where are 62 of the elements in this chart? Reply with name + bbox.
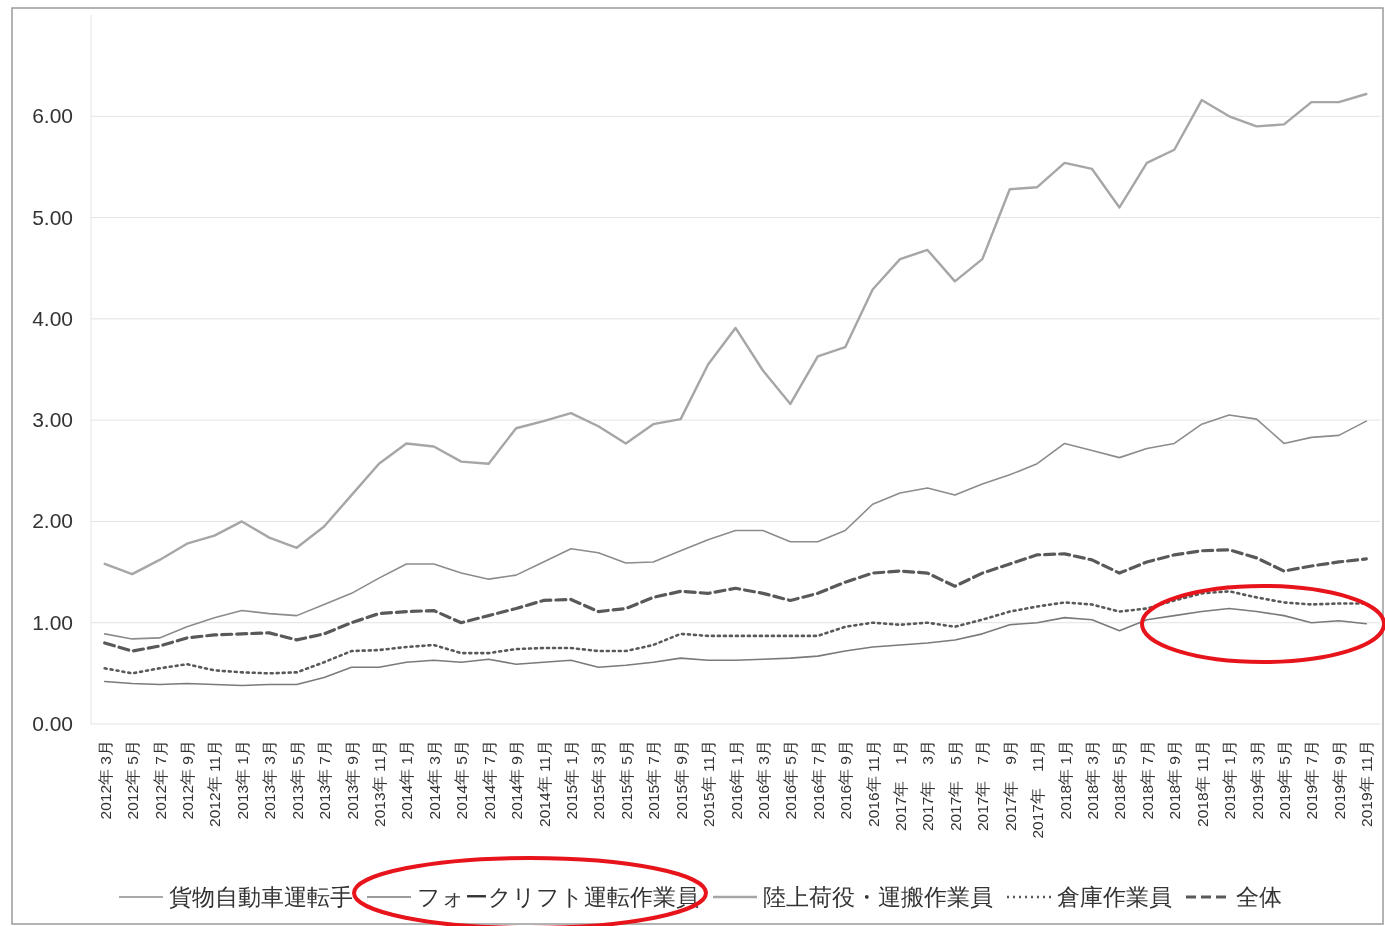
x-tick-label: 2013年 1月 [233,740,251,820]
x-tick-label: 2017年 7月 [974,740,992,832]
x-tick-label: 2018年 3月 [1084,740,1102,820]
legend-label: 全体 [1236,884,1282,910]
x-tick-label: 2019年 7月 [1303,740,1321,820]
x-tick-label: 2017年 5月 [946,740,964,832]
x-tick-label: 2012年 7月 [151,740,169,820]
x-tick-label: 2016年 11月 [864,740,882,827]
x-tick-label: 2014年 5月 [453,740,471,820]
y-tick-label: 3.00 [32,408,73,432]
x-tick-label: 2015年 7月 [645,740,663,820]
x-tick-label: 2019年 9月 [1330,740,1348,820]
y-tick-label: 5.00 [32,205,73,229]
line-series [103,548,1368,653]
x-tick-label: 2013年 11月 [370,740,388,827]
x-tick-label: 2012年 3月 [96,740,114,820]
x-tick-label: 2019年 11月 [1358,740,1376,827]
x-tick-label: 2015年 1月 [562,740,580,820]
x-tick-label: 2014年 9月 [508,740,526,820]
x-tick-label: 2016年 7月 [809,740,827,820]
line-series [103,414,1368,640]
line-series [103,92,1368,576]
x-tick-label: 2013年 7月 [316,740,334,820]
x-tick-label: 2013年 3月 [261,740,279,820]
x-tick-label: 2018年 5月 [1111,740,1129,820]
x-tick-label: 2017年 3月 [919,740,937,832]
line-series [103,607,1368,687]
x-tick-label: 2012年 9月 [178,740,196,820]
y-tick-label: 2.00 [32,509,73,533]
x-tick-label: 2012年 5月 [124,740,142,820]
x-tick-label: 2015年 3月 [590,740,608,820]
x-tick-label: 2015年 11月 [700,740,718,827]
x-tick-label: 2016年 5月 [782,740,800,820]
legend-label: 陸上荷役・運搬作業員 [763,884,993,910]
x-tick-label: 2019年 5月 [1276,740,1294,820]
y-tick-label: 4.00 [32,306,73,330]
x-tick-label: 2014年 11月 [535,740,553,827]
x-tick-label: 2017年 11月 [1029,740,1047,839]
x-tick-label: 2018年 7月 [1138,740,1156,820]
x-tick-label: 2019年 3月 [1248,740,1266,820]
legend-label: 貨物自動車運転手 [169,884,353,910]
x-tick-label: 2015年 5月 [617,740,635,820]
x-tick-label: 2018年 9月 [1166,740,1184,820]
x-tick-label: 2016年 3月 [754,740,772,820]
x-tick-label: 2015年 9月 [672,740,690,820]
x-tick-label: 2016年 9月 [837,740,855,820]
y-tick-label: 0.00 [32,712,73,735]
x-tick-label: 2012年 11月 [206,740,224,827]
x-tick-label: 2013年 9月 [343,740,361,820]
x-tick-label: 2013年 5月 [288,740,306,820]
legend-label: 倉庫作業員 [1057,884,1172,910]
x-tick-label: 2018年 1月 [1056,740,1074,820]
y-tick-label: 1.00 [32,610,73,634]
x-tick-label: 2019年 1月 [1221,740,1239,820]
x-tick-label: 2018年 11月 [1193,740,1211,827]
x-tick-label: 2014年 7月 [480,740,498,820]
x-tick-label: 2017年 1月 [892,740,910,832]
x-tick-label: 2017年 9月 [1001,740,1019,832]
x-tick-label: 2014年 1月 [398,740,416,820]
y-tick-label: 6.00 [32,104,73,128]
x-tick-label: 2016年 1月 [727,740,745,820]
x-tick-label: 2014年 3月 [425,740,443,820]
